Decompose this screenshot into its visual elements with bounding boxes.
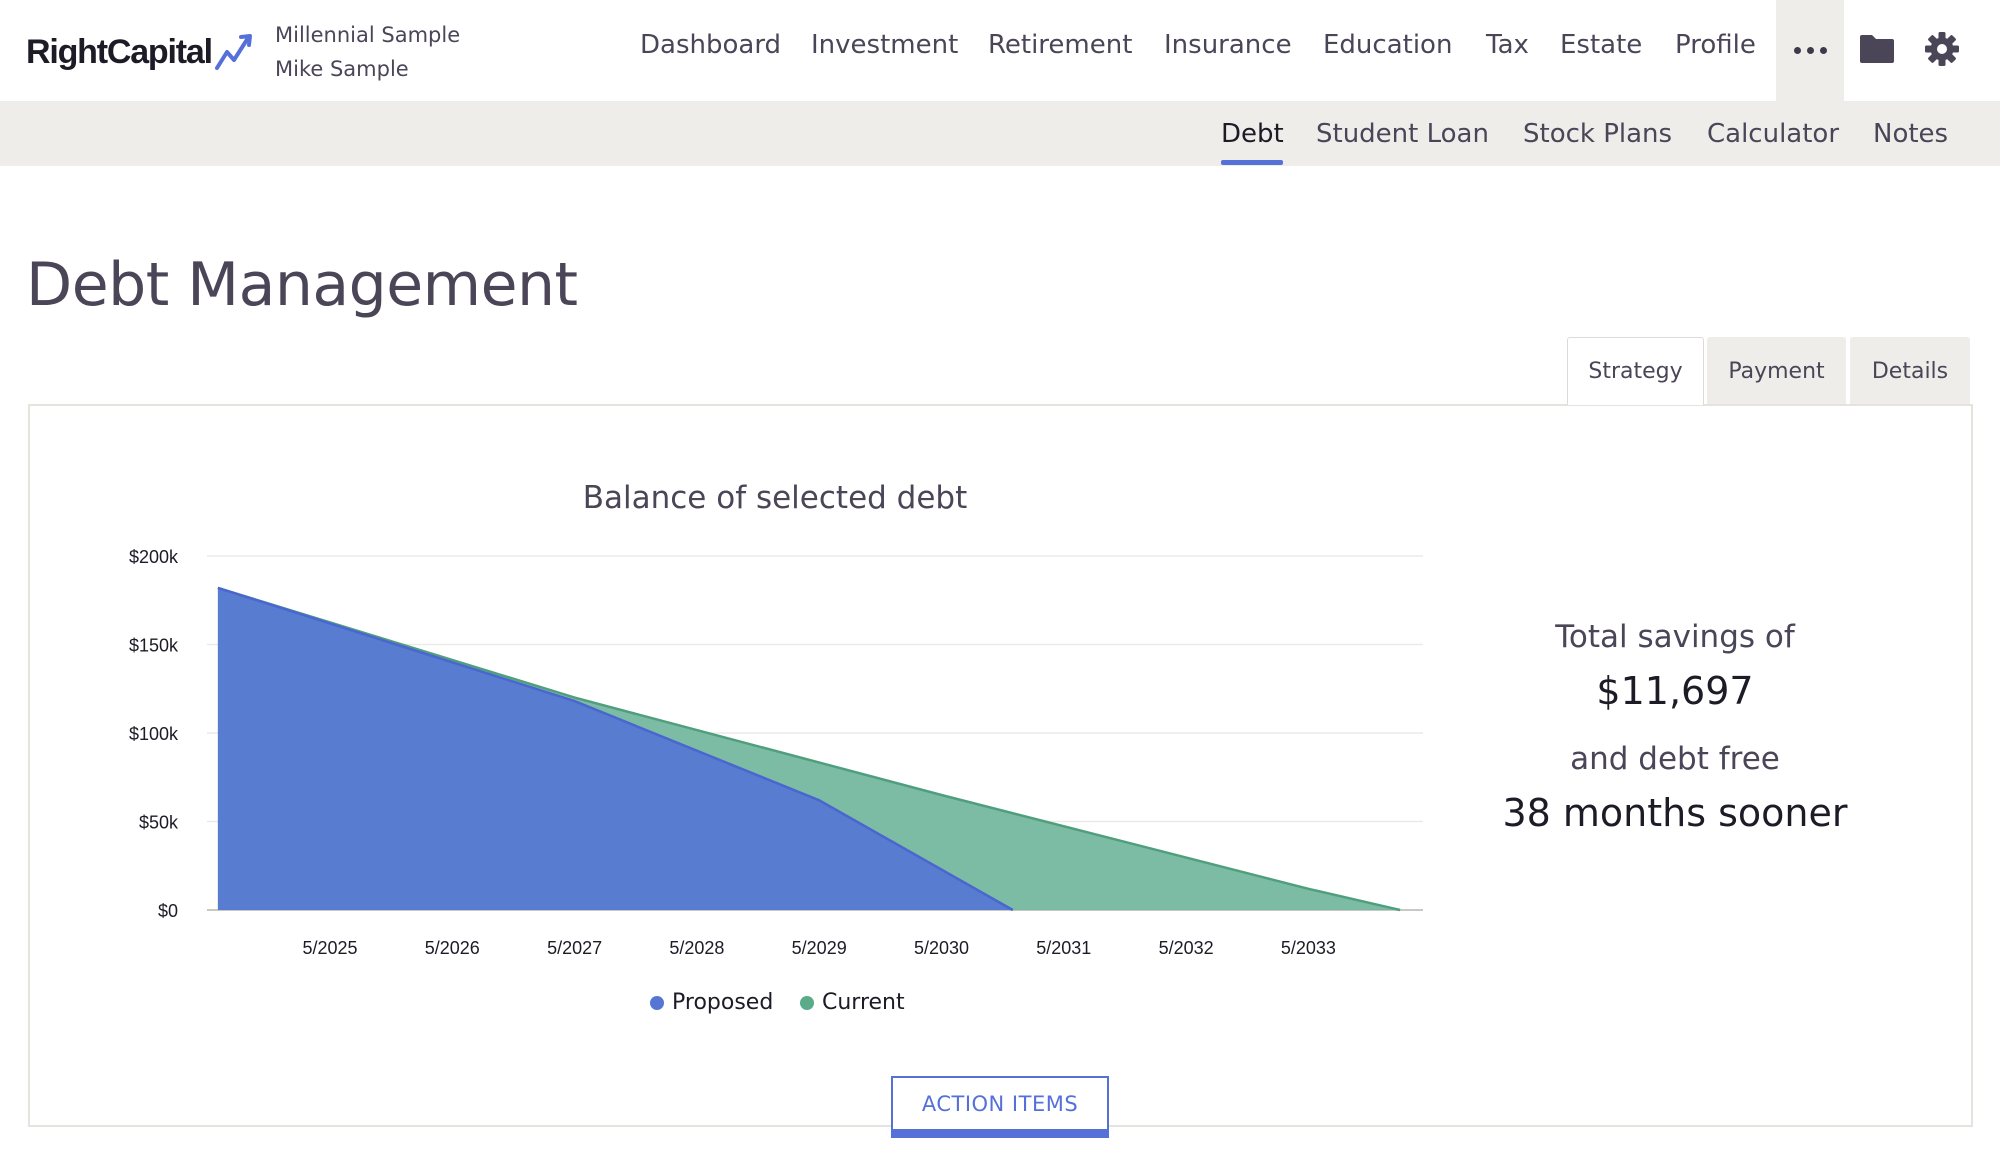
action-items-button[interactable]: ACTION ITEMS [891, 1076, 1109, 1138]
sub-nav-bar [0, 101, 2000, 166]
more-menu-button[interactable] [1776, 0, 1844, 101]
debt-free-value: 38 months sooner [1502, 791, 1848, 835]
page-title: Debt Management [26, 250, 578, 320]
nav-label: Dashboard [640, 30, 782, 60]
subnav-notes[interactable]: Notes [1873, 119, 1949, 149]
y-tick-label: $0 [158, 901, 178, 921]
subnav-calculator[interactable]: Calculator [1707, 119, 1840, 149]
nav-investment[interactable]: Investment [811, 30, 958, 70]
savings-value: $11,697 [1596, 669, 1754, 713]
subnav-student-loan[interactable]: Student Loan [1316, 119, 1489, 149]
nav-label: Insurance [1164, 30, 1292, 60]
x-tick-label: 5/2030 [914, 938, 969, 958]
household-name: Millennial Sample [275, 23, 461, 47]
y-tick-label: $100k [129, 724, 179, 744]
savings-label: Total savings of [1555, 619, 1795, 655]
tab-strategy[interactable]: Strategy [1567, 337, 1704, 405]
nav-tax[interactable]: Tax [1486, 30, 1529, 70]
legend-label: Current [822, 990, 905, 1015]
legend-swatch-proposed [650, 995, 664, 1010]
nav-label: Education [1323, 30, 1453, 60]
nav-label: Retirement [988, 30, 1133, 60]
nav-estate[interactable]: Estate [1560, 30, 1642, 70]
tab-payment[interactable]: Payment [1707, 337, 1846, 405]
chart-areas [217, 586, 1401, 912]
legend-item-current[interactable]: Current [800, 990, 905, 1015]
folder-icon[interactable] [1858, 33, 1896, 65]
nav-education[interactable]: Education [1323, 30, 1452, 70]
x-tick-label: 5/2027 [547, 938, 602, 958]
legend-swatch-current [800, 995, 814, 1010]
logo-arrow-icon [214, 34, 252, 70]
debt-free-label: and debt free [1570, 741, 1780, 777]
x-tick-label: 5/2032 [1159, 938, 1214, 958]
nav-label: Profile [1675, 30, 1756, 60]
more-dots-icon [1791, 47, 1830, 54]
x-tick-label: 5/2028 [669, 938, 724, 958]
series-line-current [217, 586, 1401, 912]
logo-wordmark: RightCapital [26, 32, 213, 71]
x-tick-label: 5/2025 [302, 938, 357, 958]
x-tick-label: 5/2029 [792, 938, 847, 958]
x-tick-label: 5/2031 [1036, 938, 1091, 958]
gear-icon[interactable] [1924, 31, 1960, 67]
client-name: Mike Sample [275, 57, 409, 81]
tab-details[interactable]: Details [1850, 337, 1970, 405]
active-subnav-indicator [1221, 160, 1283, 165]
y-tick-label: $200k [129, 547, 179, 567]
nav-label: Investment [811, 30, 959, 60]
y-tick-label: $150k [129, 636, 179, 656]
nav-label: Tax [1486, 30, 1529, 60]
nav-label: Estate [1560, 30, 1643, 60]
chart-title: Balance of selected debt [582, 480, 968, 516]
subnav-stock-plans[interactable]: Stock Plans [1523, 119, 1673, 149]
x-tick-label: 5/2026 [425, 938, 480, 958]
top-header: RightCapital Millennial Sample Mike Samp… [0, 0, 2000, 101]
series-line-proposed [217, 586, 1014, 912]
nav-insurance[interactable]: Insurance [1164, 30, 1292, 70]
y-axis: $0 $50k $100k $150k $200k [129, 547, 179, 921]
nav-retirement[interactable]: Retirement [988, 30, 1132, 70]
legend-item-proposed[interactable]: Proposed [650, 990, 773, 1015]
legend-label: Proposed [672, 990, 774, 1015]
rightcapital-logo[interactable]: RightCapital [26, 30, 258, 74]
x-tick-label: 5/2033 [1281, 938, 1336, 958]
x-axis: 5/2025 5/2026 5/2027 5/2028 5/2029 5/2030 5/20… [302, 938, 1335, 958]
series-area-proposed [217, 587, 1013, 910]
nav-dashboard[interactable]: Dashboard [640, 30, 781, 70]
subnav-debt[interactable]: Debt [1221, 119, 1284, 149]
client-switcher[interactable]: Millennial Sample Mike Sample [275, 18, 460, 86]
nav-profile[interactable]: Profile [1675, 30, 1756, 70]
y-tick-label: $50k [139, 813, 179, 833]
